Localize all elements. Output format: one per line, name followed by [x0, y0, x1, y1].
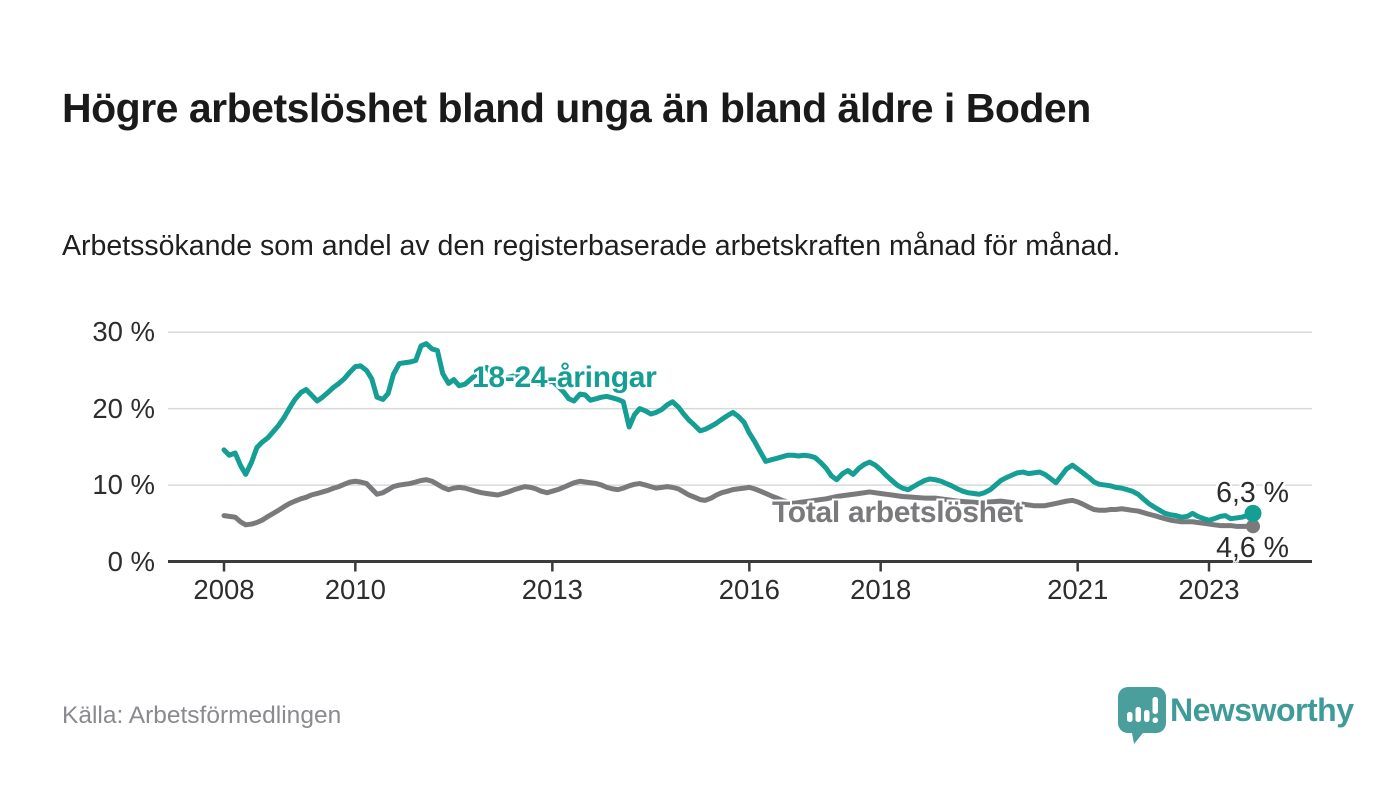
end-value-label-total: 4,6 %	[1216, 532, 1289, 564]
y-axis-label: 30 %	[92, 316, 155, 348]
bar-chart-speech-bubble-icon	[1118, 687, 1166, 744]
y-axis-label: 0 %	[107, 545, 155, 577]
series-line-total	[221, 477, 1256, 529]
x-axis-label: 2018	[850, 574, 912, 605]
x-axis-label: 2016	[718, 574, 780, 605]
end-dot-18-24	[1244, 504, 1262, 522]
chart-subtitle: Arbetssökande som andel av den registerb…	[62, 229, 1121, 262]
source-credit: Källa: Arbetsförmedlingen	[62, 702, 342, 729]
end-value-label-18-24: 6,3 %	[1216, 477, 1289, 509]
series-label-18-24: 18-24-åringar	[472, 361, 657, 394]
series-line-18-24	[221, 341, 1256, 523]
end-dot-total	[1246, 519, 1261, 534]
x-axis-label: 2008	[193, 574, 255, 605]
page-title: Högre arbetslöshet bland unga än bland ä…	[62, 85, 1091, 132]
x-axis-label: 2021	[1047, 574, 1109, 605]
x-axis-label: 2013	[521, 574, 583, 605]
y-axis-label: 10 %	[92, 469, 155, 501]
x-axis-label: 2023	[1178, 574, 1240, 605]
brand-wordmark: Newsworthy	[1170, 692, 1354, 728]
x-axis-label: 2010	[324, 574, 386, 605]
brand-logo: Newsworthy	[1117, 686, 1357, 748]
y-axis-label: 20 %	[92, 392, 155, 424]
series-label-total: Total arbetslöshet	[772, 496, 1023, 529]
